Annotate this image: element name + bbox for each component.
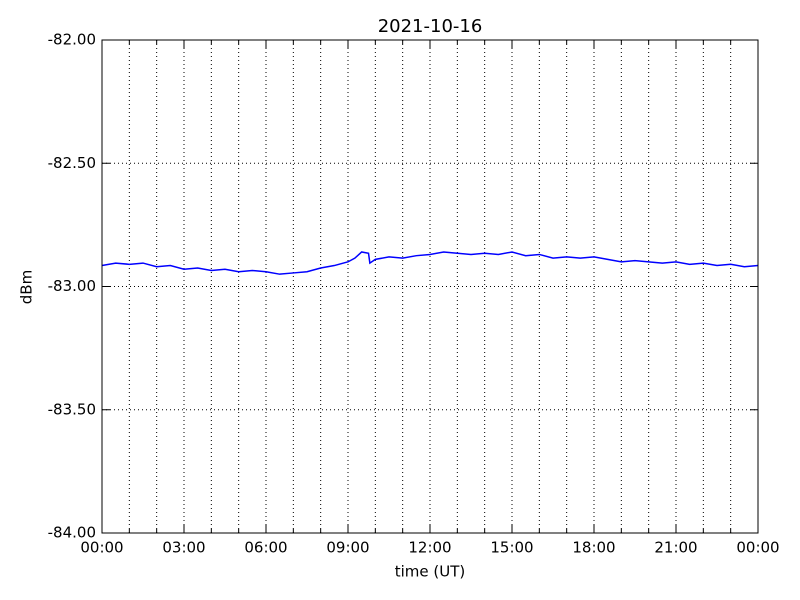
x-tick-label: 21:00: [654, 539, 697, 557]
chart-title: 2021-10-16: [378, 16, 483, 37]
plot-frame: [101, 39, 759, 534]
x-tick-label: 09:00: [326, 539, 369, 557]
x-tick-label: 00:00: [80, 539, 123, 557]
data-line: [101, 251, 759, 275]
y-tick-label: -84.00: [48, 524, 96, 542]
x-tick-label: 03:00: [162, 539, 205, 557]
x-tick-label: 12:00: [408, 539, 451, 557]
x-tick-label: 06:00: [244, 539, 287, 557]
y-tick-label: -82.50: [48, 154, 96, 172]
x-tick-label: 00:00: [736, 539, 779, 557]
y-tick-label: -82.00: [48, 31, 96, 49]
x-axis-label: time (UT): [395, 563, 466, 581]
x-tick-label: 18:00: [572, 539, 615, 557]
y-tick-label: -83.50: [48, 400, 96, 418]
y-axis-label: dBm: [18, 270, 36, 304]
x-tick-label: 15:00: [490, 539, 533, 557]
y-tick-label: -83.00: [48, 277, 96, 295]
